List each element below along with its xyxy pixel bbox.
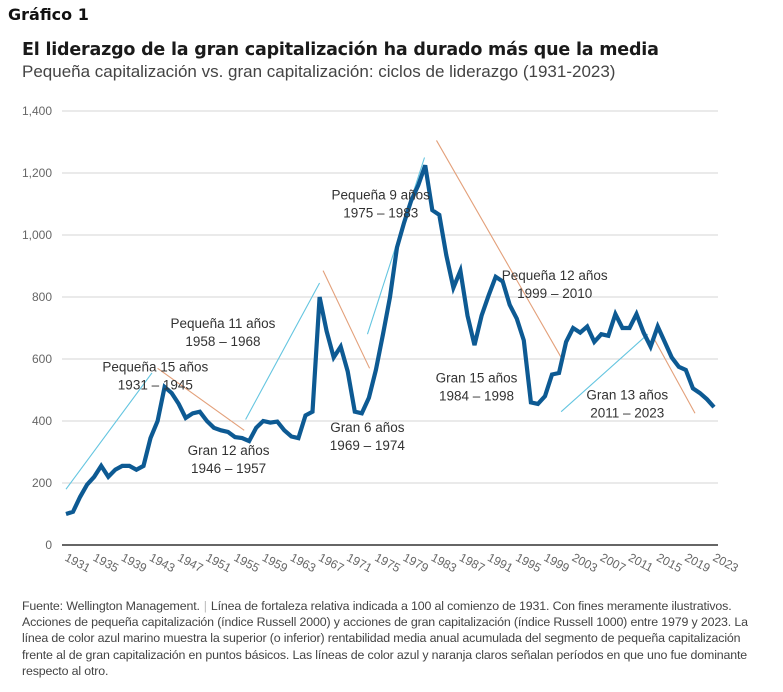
x-tick-label: 1943: [147, 550, 177, 575]
annotation: Gran 12 años 1946 – 1957: [188, 443, 270, 476]
annotation-label: Gran 12 años: [188, 443, 270, 458]
x-tick-label: 2015: [654, 550, 684, 575]
y-tick-label: 800: [32, 290, 52, 304]
annotation-label: Gran 13 años: [586, 387, 668, 402]
x-tick-label: 1963: [288, 550, 318, 575]
x-tick-label: 1979: [401, 550, 431, 575]
annotation-years: 1931 – 1945: [118, 377, 193, 392]
y-tick-label: 600: [32, 352, 52, 366]
annotation-years: 2011 – 2023: [590, 405, 664, 420]
x-tick-label: 1999: [542, 550, 572, 575]
x-tick-label: 1931: [63, 550, 93, 575]
y-tick-label: 0: [45, 538, 52, 552]
small-cap-trend-line: [245, 282, 321, 420]
y-tick-label: 200: [32, 476, 52, 490]
annotation-label: Pequeña 15 años: [102, 359, 208, 374]
x-tick-label: 2011: [626, 550, 656, 575]
annotation-years: 1946 – 1957: [191, 461, 266, 476]
annotation-label: Gran 6 años: [330, 420, 405, 435]
footnote-separator: |: [203, 599, 207, 613]
y-tick-label: 1,400: [22, 104, 52, 118]
annotation: Pequeña 15 años 1931 – 1945: [102, 359, 208, 392]
chart-subtitle: Pequeña capitalización vs. gran capitali…: [22, 62, 616, 81]
x-tick-label: 1987: [457, 550, 487, 575]
small-cap-trend-line: [560, 333, 649, 413]
x-tick-label: 1935: [91, 550, 121, 575]
relative-strength-line: [65, 164, 716, 517]
annotation-years: 1969 – 1974: [330, 438, 406, 453]
small-cap-trend-line: [65, 372, 153, 490]
annotation: Pequeña 9 años 1975 – 1983: [332, 187, 431, 220]
footnote-text: Línea de fortaleza relativa indicada a 1…: [22, 599, 748, 678]
y-tick-label: 1,200: [22, 166, 52, 180]
x-tick-label: 2023: [711, 550, 741, 575]
annotation: Gran 15 años 1984 – 1998: [436, 370, 518, 403]
annotation-label: Pequeña 9 años: [332, 187, 431, 202]
large-cap-trend-line: [653, 338, 696, 414]
annotation-years: 1984 – 1998: [439, 388, 514, 403]
annotation-years: 1975 – 1983: [343, 205, 418, 220]
gridlines: [62, 110, 718, 546]
large-cap-trend-line: [436, 140, 562, 358]
series: [65, 164, 716, 517]
large-cap-trend-line: [322, 270, 371, 369]
annotation: Gran 6 años 1969 – 1974: [330, 420, 406, 453]
y-tick-label: 1,000: [22, 228, 52, 242]
x-tick-label: 1975: [373, 550, 403, 575]
x-tick-label: 1947: [175, 550, 205, 575]
x-tick-label: 1991: [485, 550, 515, 575]
figure-label: Gráfico 1: [8, 5, 89, 24]
x-tick-label: 1971: [344, 550, 374, 575]
x-tick-label: 1967: [316, 550, 346, 575]
chart-title: El liderazgo de la gran capitalización h…: [22, 40, 659, 60]
annotation-label: Gran 15 años: [436, 370, 518, 385]
annotation: Pequeña 12 años 1999 – 2010: [502, 268, 608, 301]
x-tick-label: 1995: [513, 550, 543, 575]
annotation: Gran 13 años 2011 – 2023: [586, 387, 668, 420]
x-tick-label: 1983: [429, 550, 459, 575]
annotation-years: 1958 – 1968: [185, 334, 260, 349]
x-tick-label: 2007: [598, 550, 628, 575]
x-tick-label: 1951: [203, 550, 233, 575]
footnote-source: Fuente: Wellington Management.: [22, 599, 200, 613]
y-tick-label: 400: [32, 414, 52, 428]
annotation-label: Pequeña 11 años: [171, 316, 276, 331]
x-tick-label: 1939: [119, 550, 149, 575]
annotation-years: 1999 – 2010: [517, 286, 592, 301]
x-axis-ticks: 1931193519391943194719511955195919631967…: [63, 550, 741, 575]
footnote: Fuente: Wellington Management. | Línea de …: [22, 598, 762, 679]
annotations: Pequeña 15 años 1931 – 1945 Gran 12 años 19…: [102, 187, 668, 476]
x-tick-label: 1959: [260, 550, 290, 575]
y-axis-ticks: 0 200 400 600 800 1,000 1,200 1,400: [22, 104, 52, 552]
large-cap-trend-line: [157, 367, 245, 431]
x-tick-label: 2019: [682, 550, 712, 575]
x-tick-label: 1955: [232, 550, 262, 575]
annotation-label: Pequeña 12 años: [502, 268, 608, 283]
annotation: Pequeña 11 años 1958 – 1968: [171, 316, 276, 349]
x-tick-label: 2003: [570, 550, 600, 575]
